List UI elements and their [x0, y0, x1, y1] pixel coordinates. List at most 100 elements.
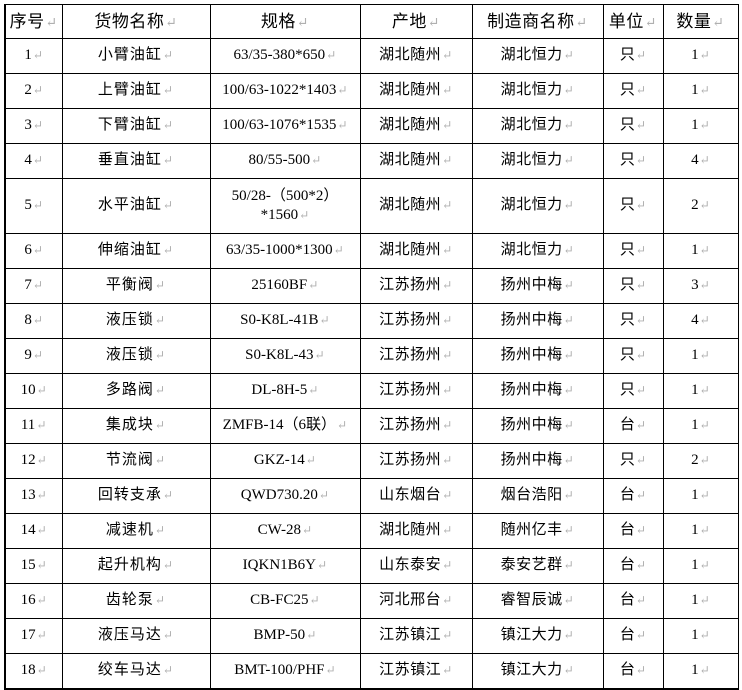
cell-maker: 烟台浩阳↵	[471, 478, 604, 514]
cell-name: 上臂油缸↵	[61, 73, 211, 109]
cell-origin: 湖北随州↵	[359, 178, 473, 234]
cell-text: 13↵	[20, 487, 47, 504]
cell-qty: 1↵	[662, 108, 739, 144]
cell-maker: 睿智辰诚↵	[471, 583, 604, 619]
paragraph-mark-icon: ↵	[699, 593, 710, 608]
cell-text: 江苏扬州↵	[379, 417, 453, 434]
cell-name: 伸缩油缸↵	[61, 233, 211, 269]
cell-text: 12↵	[20, 452, 47, 469]
cell-unit: 台↵	[602, 513, 664, 549]
paragraph-mark-icon: ↵	[337, 418, 348, 433]
table-body: 序号↵ 货物名称↵ 规格↵ 产地↵ 制造商名称↵ 单位↵ 数量↵ 1↵ 小臂油缸↵ 63/35-3…	[4, 4, 739, 690]
paragraph-mark-icon: ↵	[699, 198, 710, 213]
paragraph-mark-icon: ↵	[699, 83, 710, 98]
paragraph-mark-icon: ↵	[699, 118, 710, 133]
paragraph-mark-icon: ↵	[699, 488, 710, 503]
paragraph-mark-icon: ↵	[32, 243, 44, 258]
cell-index: 5↵	[4, 178, 63, 234]
paragraph-mark-icon: ↵	[442, 348, 453, 363]
paragraph-mark-icon: ↵	[563, 48, 575, 63]
cell-maker: 扬州中梅↵	[471, 408, 604, 444]
cell-unit: 只↵	[602, 178, 664, 234]
cell-text: IQKN1B6Y↵	[242, 557, 328, 574]
cell-text: CW-28↵	[257, 522, 313, 539]
cell-origin: 湖北随州↵	[359, 233, 473, 269]
cell-qty: 1↵	[662, 618, 739, 654]
paragraph-mark-icon: ↵	[563, 198, 575, 213]
paragraph-mark-icon: ↵	[154, 278, 167, 293]
cell-text: 1↵	[691, 82, 710, 99]
paragraph-mark-icon: ↵	[699, 243, 710, 258]
cell-origin: 山东泰安↵	[359, 548, 473, 584]
cell-text: 14↵	[20, 522, 47, 539]
paragraph-mark-icon: ↵	[442, 383, 453, 398]
cell-index: 6↵	[4, 233, 63, 269]
paragraph-mark-icon: ↵	[302, 523, 313, 538]
cell-name: 回转支承↵	[61, 478, 211, 514]
paragraph-mark-icon: ↵	[442, 118, 453, 133]
cell-text: 台↵	[619, 557, 647, 574]
cell-text: 台↵	[619, 592, 647, 609]
paragraph-mark-icon: ↵	[162, 48, 175, 63]
paragraph-mark-icon: ↵	[442, 313, 453, 328]
cell-text: 8↵	[24, 312, 44, 329]
paragraph-mark-icon: ↵	[635, 153, 647, 168]
cell-unit: 台↵	[602, 583, 664, 619]
cell-text: 单位↵	[608, 11, 658, 31]
paragraph-mark-icon: ↵	[154, 383, 167, 398]
cell-text: 25160BF↵	[251, 277, 319, 294]
cell-text: 烟台浩阳↵	[500, 487, 575, 504]
cell-spec: 100/63-1022*1403↵	[209, 73, 361, 109]
table-row: 5↵ 水平油缸↵ 50/28-（500*2） *1560↵ 湖北随州↵ 湖北恒力↵ 只↵ 2…	[4, 178, 739, 234]
cell-text: 规格↵	[260, 11, 310, 31]
paragraph-mark-icon: ↵	[36, 488, 47, 503]
cell-unit: 台↵	[602, 653, 664, 690]
cell-text: 伸缩油缸↵	[97, 242, 175, 259]
cell-text: 4↵	[691, 312, 710, 329]
cell-name: 多路阀↵	[61, 373, 211, 409]
paragraph-mark-icon: ↵	[154, 418, 167, 433]
cell-origin: 江苏扬州↵	[359, 443, 473, 479]
paragraph-mark-icon: ↵	[36, 418, 47, 433]
paragraph-mark-icon: ↵	[318, 488, 330, 503]
table-row: 14↵ 减速机↵ CW-28↵ 湖北随州↵ 随州亿丰↵ 台↵ 1↵	[4, 513, 739, 549]
cell-text: 泰安艺群↵	[500, 557, 575, 574]
paragraph-mark-icon: ↵	[162, 558, 175, 573]
paragraph-mark-icon: ↵	[162, 663, 175, 678]
cell-name: 集成块↵	[61, 408, 211, 444]
paragraph-mark-icon: ↵	[326, 48, 337, 63]
paragraph-mark-icon: ↵	[635, 48, 647, 63]
cell-text: 只↵	[619, 277, 647, 294]
paragraph-mark-icon: ↵	[32, 83, 44, 98]
paragraph-mark-icon: ↵	[635, 243, 647, 258]
cell-text: 江苏扬州↵	[379, 312, 453, 329]
cell-text: 台↵	[619, 627, 647, 644]
cell-text: 江苏扬州↵	[379, 347, 453, 364]
cell-origin: 江苏镇江↵	[359, 653, 473, 690]
cell-qty: 2↵	[662, 443, 739, 479]
paragraph-mark-icon: ↵	[296, 15, 310, 31]
cell-spec: GKZ-14↵	[209, 443, 361, 479]
column-header-origin: 产地↵	[359, 4, 473, 39]
cell-text: 台↵	[619, 522, 647, 539]
cell-qty: 4↵	[662, 143, 739, 179]
cell-maker: 泰安艺群↵	[471, 548, 604, 584]
paragraph-mark-icon: ↵	[45, 15, 58, 31]
cell-text: QWD730.20↵	[240, 487, 330, 504]
cell-text: 湖北恒力↵	[500, 152, 575, 169]
cell-name: 绞车马达↵	[61, 653, 211, 690]
cell-text: 只↵	[619, 47, 647, 64]
cell-text: 平衡阀↵	[105, 277, 167, 294]
paragraph-mark-icon: ↵	[635, 663, 647, 678]
paragraph-mark-icon: ↵	[442, 418, 453, 433]
cell-name: 减速机↵	[61, 513, 211, 549]
cell-text: 只↵	[619, 347, 647, 364]
cell-text: 63/35-380*650↵	[233, 47, 337, 64]
paragraph-mark-icon: ↵	[36, 523, 47, 538]
paragraph-mark-icon: ↵	[699, 558, 710, 573]
paragraph-mark-icon: ↵	[699, 663, 710, 678]
cell-text: 湖北随州↵	[379, 47, 453, 64]
goods-table-container: 序号↵ 货物名称↵ 规格↵ 产地↵ 制造商名称↵ 单位↵ 数量↵ 1↵ 小臂油缸↵ 63/35-3…	[4, 4, 739, 690]
cell-spec: 25160BF↵	[209, 268, 361, 304]
cell-text: 液压锁↵	[105, 312, 167, 329]
